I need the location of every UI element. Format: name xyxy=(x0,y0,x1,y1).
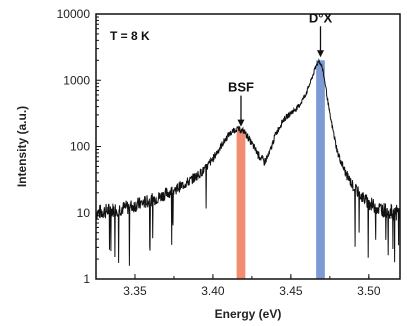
spectrum-line xyxy=(95,58,401,266)
x-tick-label: 3.40 xyxy=(201,284,225,298)
highlight-band-dx xyxy=(316,60,325,279)
highlight-layer xyxy=(236,60,325,279)
y-tick-label: 1 xyxy=(83,272,90,286)
y-tick-label: 100 xyxy=(70,140,90,154)
annotation-arrow-head xyxy=(316,50,324,58)
plot-frame xyxy=(95,13,401,280)
line-layer xyxy=(95,58,401,266)
y-tick-label: 10000 xyxy=(57,7,91,21)
annotation-bsf: BSF xyxy=(228,80,254,95)
y-tick-label: 10 xyxy=(77,206,91,220)
x-tick-label: 3.35 xyxy=(123,284,147,298)
annotation-arrow-head xyxy=(237,119,245,127)
y-tick-label: 1000 xyxy=(63,73,90,87)
x-axis: 3.35 3.40 3.45 3.50 xyxy=(123,274,381,298)
x-axis-title: Energy (eV) xyxy=(215,307,282,321)
y-axis: 1 10 100 1000 10000 xyxy=(57,7,101,286)
annotation-layer: BSF D°X xyxy=(228,10,333,127)
x-tick-label: 3.50 xyxy=(357,284,381,298)
annotation-dx: D°X xyxy=(309,10,333,25)
x-tick-label: 3.45 xyxy=(279,284,303,298)
temperature-label: T = 8 K xyxy=(110,29,150,43)
highlight-band-bsf xyxy=(236,129,246,279)
y-axis-title: Intensity (a.u.) xyxy=(15,106,29,187)
